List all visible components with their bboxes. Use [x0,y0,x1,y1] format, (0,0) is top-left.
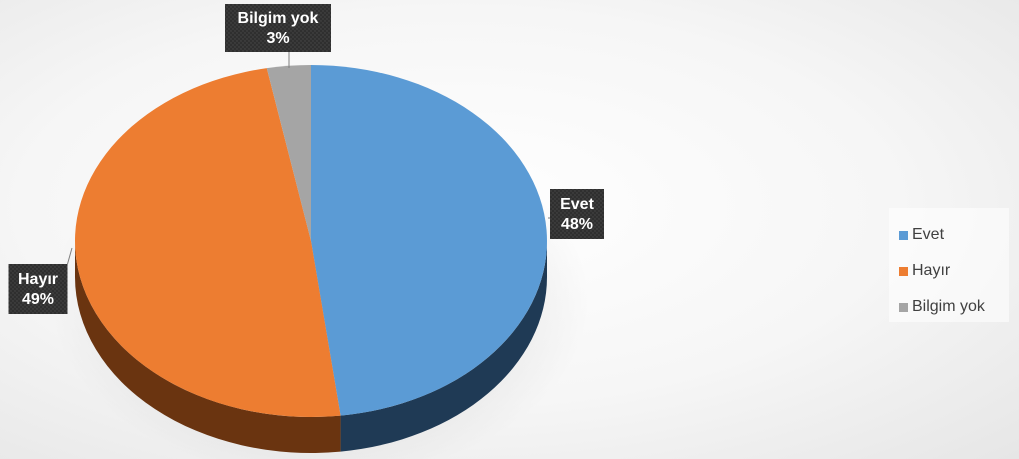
pie-slice-bilgim-yok [266,65,311,241]
legend-swatch-hayir [899,266,908,276]
legend-swatch-evet [899,230,908,240]
legend-item-evet: Evet [899,217,1009,253]
data-label-bilgim-yok: Bilgim yok 3% [225,4,331,52]
data-label-box-bilgim-yok [225,4,331,52]
pie-side-evet [340,241,547,452]
data-label-text-evet: Evet 48% [560,196,594,233]
pie-side-hayir [75,241,341,453]
data-label-hayir: Hayır 49% [8,264,68,314]
data-label-text-hayir: Hayır 49% [18,271,58,308]
legend-label-hayir: Hayır [912,262,951,279]
data-label-box-hayir [8,264,68,314]
data-label-evet: Evet 48% [550,189,604,239]
data-labels: Evet 48% Hayır 49% Bilgim yok 3% [8,4,604,314]
pie-slice-evet [311,65,548,416]
legend: Evet Hayır Bilgim yok [889,208,1009,322]
leader-line-hayir [67,247,73,265]
legend-item-bilgim-yok: Bilgim yok [899,289,1009,325]
leader-lines [67,52,550,265]
data-label-box-evet [550,189,604,239]
pie-slice-hayir [74,68,341,418]
data-label-text-bilgim-yok: Bilgim yok 3% [238,10,319,47]
legend-label-evet: Evet [912,226,945,243]
legend-label-bilgim-yok: Bilgim yok [912,298,985,315]
pie-sides [75,241,547,453]
pie-slices [74,65,548,418]
legend-swatch-bilgim-yok [899,302,908,312]
legend-item-hayir: Hayır [899,253,1009,289]
